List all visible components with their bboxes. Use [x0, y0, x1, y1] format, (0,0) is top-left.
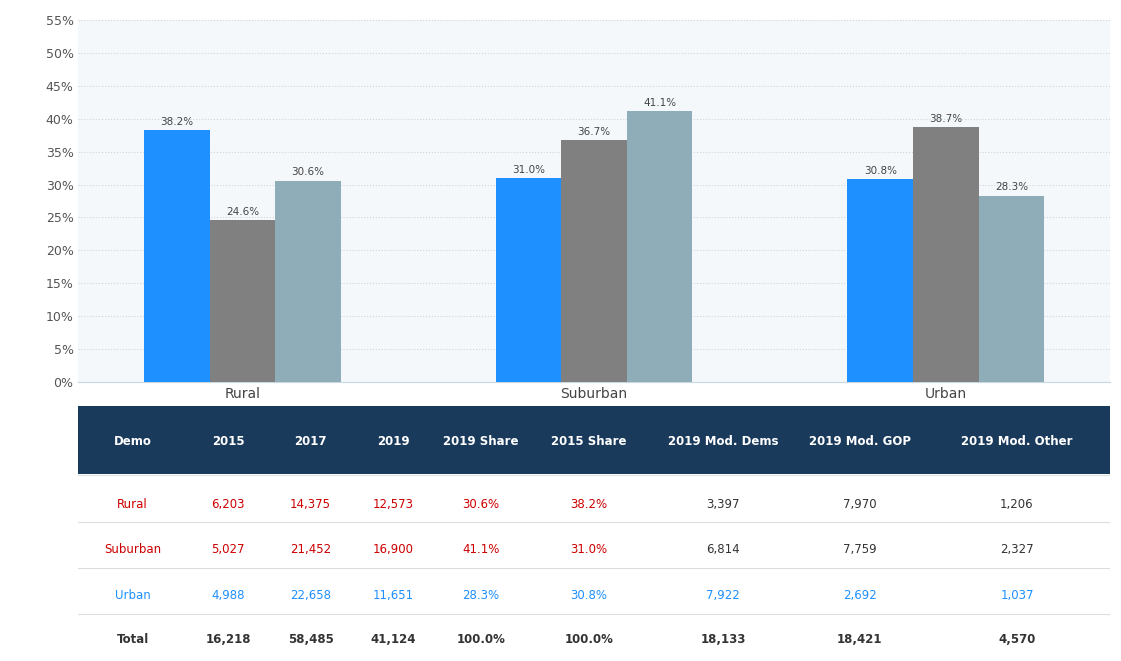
- Text: Rural: Rural: [118, 498, 148, 510]
- Bar: [627, 112, 693, 382]
- Text: 4,570: 4,570: [999, 633, 1036, 646]
- Text: Total: Total: [117, 633, 149, 646]
- Text: 2019 Mod. Dems: 2019 Mod. Dems: [668, 435, 778, 447]
- Text: 28.3%: 28.3%: [462, 590, 499, 602]
- Text: Demo: Demo: [113, 435, 151, 447]
- Text: 100.0%: 100.0%: [456, 633, 506, 646]
- Text: 38.2%: 38.2%: [160, 117, 194, 127]
- Text: 14,375: 14,375: [290, 498, 331, 510]
- Text: 2017: 2017: [295, 435, 326, 447]
- Text: 28.3%: 28.3%: [994, 182, 1028, 192]
- Text: 41.1%: 41.1%: [462, 543, 499, 557]
- FancyBboxPatch shape: [78, 407, 1110, 474]
- Bar: [495, 178, 562, 382]
- Text: 4,988: 4,988: [211, 590, 244, 602]
- Text: 22,658: 22,658: [290, 590, 331, 602]
- Text: Urban: Urban: [114, 590, 150, 602]
- Text: 30.8%: 30.8%: [864, 166, 897, 176]
- Text: 58,485: 58,485: [288, 633, 333, 646]
- Text: 18,133: 18,133: [701, 633, 745, 646]
- Bar: [979, 196, 1045, 382]
- Text: 2015 Share: 2015 Share: [552, 435, 627, 447]
- Text: 2019 Share: 2019 Share: [443, 435, 518, 447]
- Text: 2019: 2019: [377, 435, 409, 447]
- Text: 11,651: 11,651: [372, 590, 414, 602]
- Text: 3,397: 3,397: [706, 498, 740, 510]
- Text: 12,573: 12,573: [372, 498, 414, 510]
- Text: 2019 Mod. Other: 2019 Mod. Other: [961, 435, 1073, 447]
- Text: 2,327: 2,327: [1000, 543, 1034, 557]
- Text: 1,206: 1,206: [1000, 498, 1034, 510]
- Text: 2019 Mod. GOP: 2019 Mod. GOP: [808, 435, 910, 447]
- Text: 41.1%: 41.1%: [643, 98, 676, 108]
- Bar: [914, 127, 979, 382]
- Text: 2015: 2015: [212, 435, 244, 447]
- Text: 7,922: 7,922: [706, 590, 740, 602]
- Text: 30.6%: 30.6%: [462, 498, 499, 510]
- Text: 38.2%: 38.2%: [571, 498, 608, 510]
- Bar: [847, 179, 914, 382]
- Text: 30.6%: 30.6%: [291, 167, 324, 177]
- Text: 41,124: 41,124: [370, 633, 416, 646]
- Text: 38.7%: 38.7%: [929, 114, 963, 124]
- Text: 21,452: 21,452: [290, 543, 331, 557]
- Text: 7,970: 7,970: [843, 498, 877, 510]
- Text: 6,203: 6,203: [211, 498, 244, 510]
- Text: 1,037: 1,037: [1000, 590, 1034, 602]
- Text: 2,692: 2,692: [843, 590, 877, 602]
- Text: 30.8%: 30.8%: [571, 590, 608, 602]
- Text: 5,027: 5,027: [211, 543, 244, 557]
- Text: 36.7%: 36.7%: [577, 127, 611, 137]
- Text: 6,814: 6,814: [706, 543, 740, 557]
- Text: 31.0%: 31.0%: [512, 165, 545, 175]
- Text: 100.0%: 100.0%: [565, 633, 613, 646]
- Text: 18,421: 18,421: [837, 633, 882, 646]
- Text: 16,218: 16,218: [205, 633, 251, 646]
- Text: Suburban: Suburban: [104, 543, 161, 557]
- Text: 16,900: 16,900: [372, 543, 414, 557]
- Bar: [210, 220, 275, 382]
- Bar: [143, 130, 210, 382]
- Text: 31.0%: 31.0%: [571, 543, 608, 557]
- Bar: [562, 140, 627, 382]
- Text: 24.6%: 24.6%: [225, 207, 259, 217]
- Text: 7,759: 7,759: [843, 543, 877, 557]
- Bar: [275, 180, 341, 382]
